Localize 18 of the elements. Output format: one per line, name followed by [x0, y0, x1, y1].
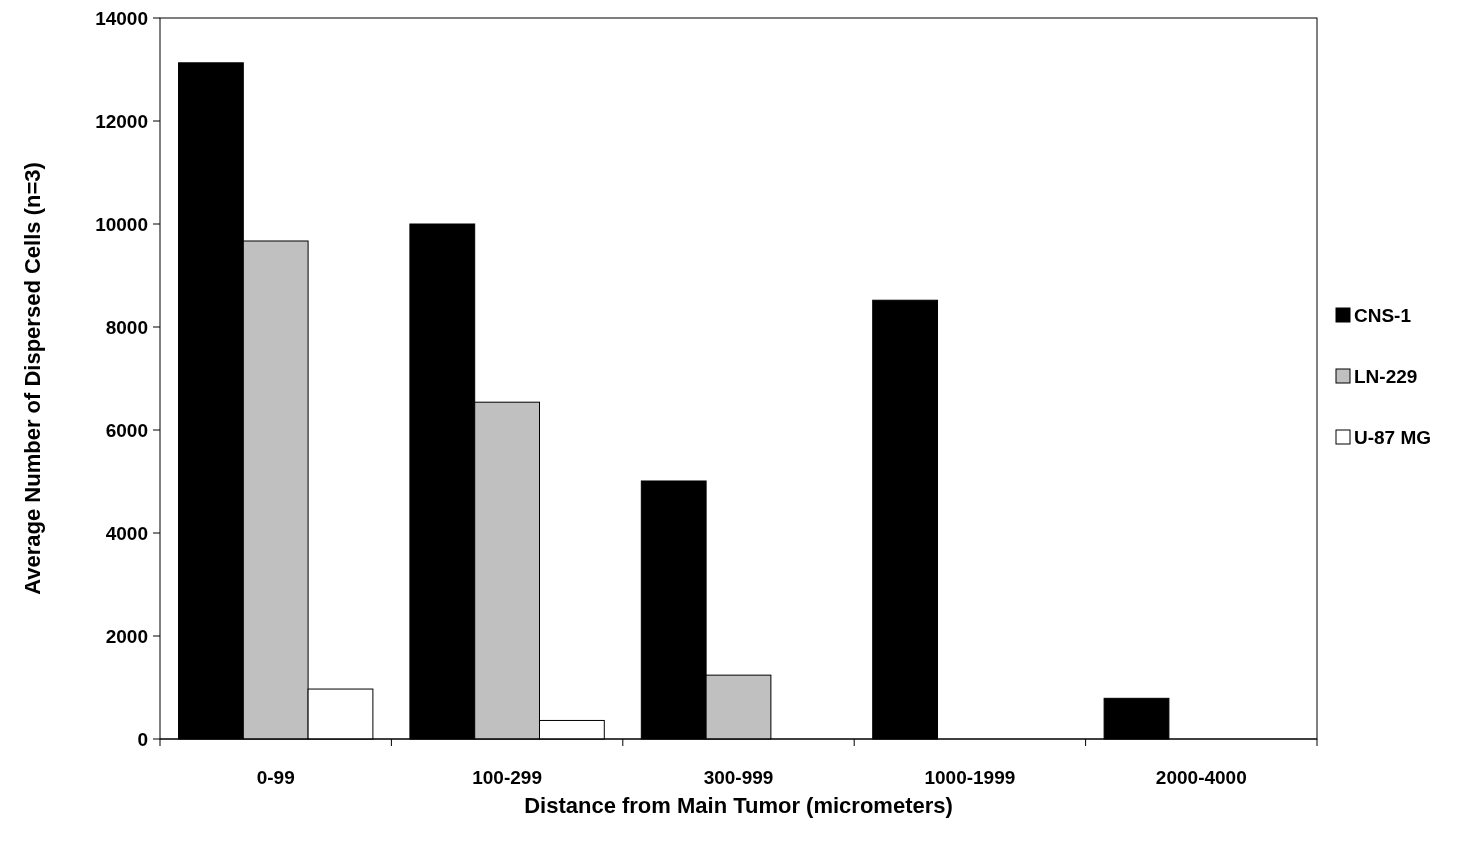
legend-label: LN-229	[1354, 365, 1418, 387]
x-tick-label: 2000-4000	[1155, 767, 1247, 788]
y-tick-label: 4000	[105, 522, 148, 544]
y-tick-label: 2000	[105, 625, 148, 647]
x-tick-label: 300-999	[703, 767, 774, 788]
y-tick-label: 12000	[95, 110, 148, 132]
legend-label: CNS-1	[1354, 304, 1412, 326]
y-tick-label: 10000	[95, 213, 148, 235]
y-tick-label: 0	[137, 728, 148, 750]
y-axis-title: Average Number of Dispersed Cells (n=3)	[19, 162, 45, 595]
x-tick-label: 1000-1999	[924, 767, 1016, 788]
legend-label: U-87 MG	[1354, 426, 1432, 448]
x-tick-label: 100-299	[472, 767, 542, 788]
y-tick-label: 14000	[95, 7, 148, 29]
y-tick-label: 8000	[105, 316, 148, 338]
y-tick-label: 6000	[105, 419, 148, 441]
x-axis-title: Distance from Main Tumor (micrometers)	[524, 793, 953, 818]
x-tick-label: 0-99	[256, 767, 295, 788]
